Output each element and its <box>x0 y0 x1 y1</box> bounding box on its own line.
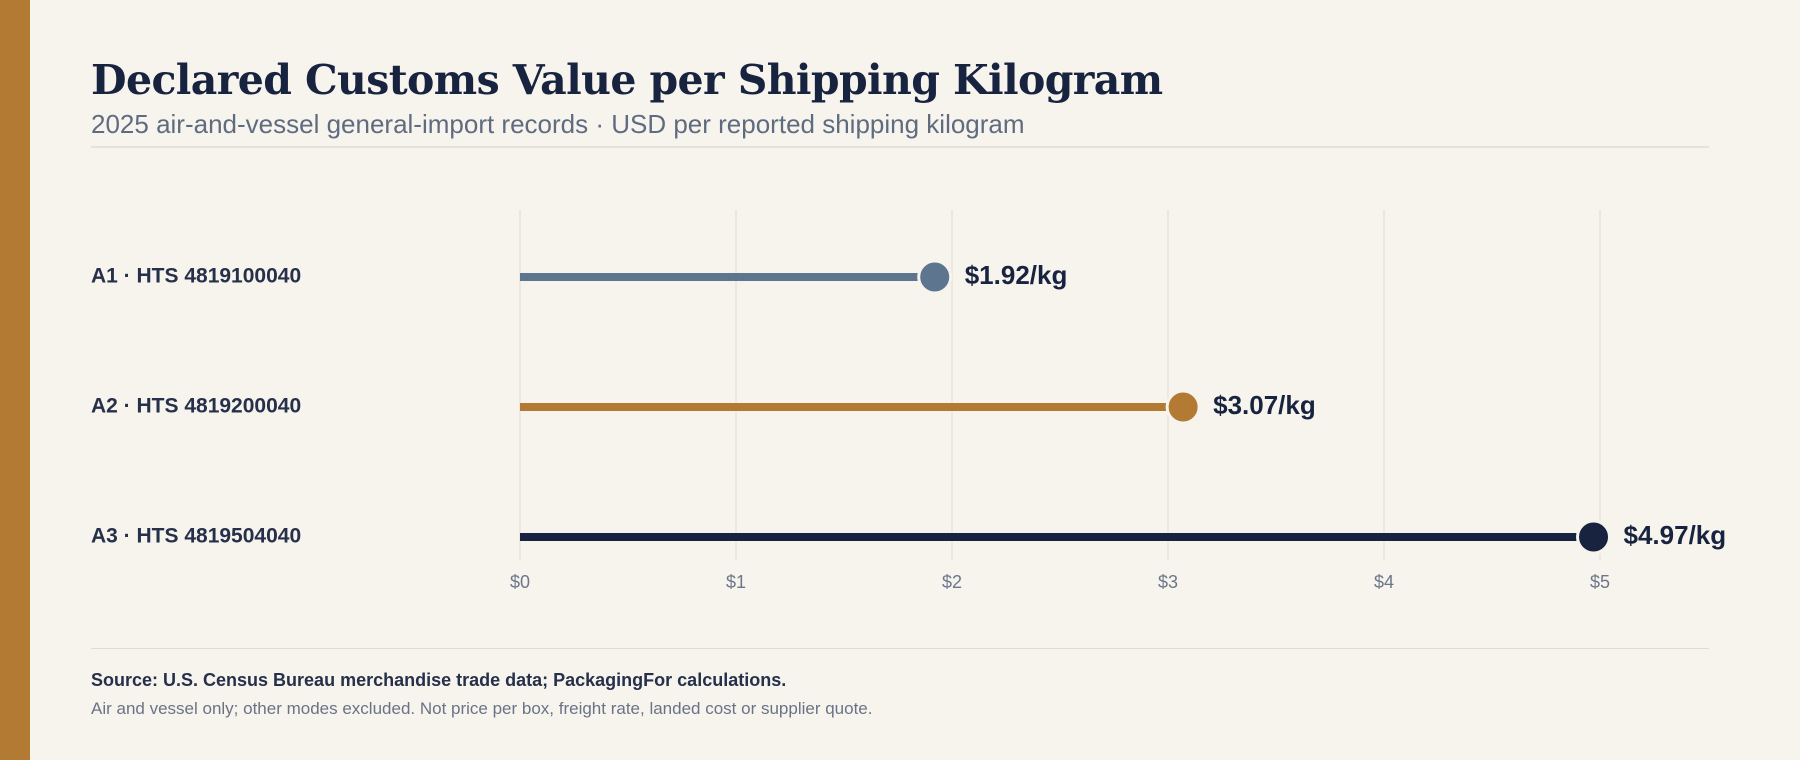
x-tick-label: $2 <box>942 572 962 592</box>
lollipop-dot <box>917 259 953 295</box>
value-label: $1.92/kg <box>965 260 1068 290</box>
chart-header: Declared Customs Value per Shipping Kilo… <box>91 52 1709 140</box>
lollipop-dot <box>1165 389 1201 425</box>
chart-subtitle: 2025 air-and-vessel general-import recor… <box>91 109 1025 139</box>
footer-divider <box>91 648 1709 649</box>
source-note: Source: U.S. Census Bureau merchandise t… <box>91 670 787 690</box>
lollipop-dot <box>1576 519 1612 555</box>
accent-stripe <box>0 0 30 760</box>
header-divider <box>91 146 1709 148</box>
x-tick-label: $3 <box>1158 572 1178 592</box>
value-label: $4.97/kg <box>1624 520 1727 550</box>
category-label: A3 · HTS 4819504040 <box>91 525 301 548</box>
x-tick-label: $5 <box>1590 572 1610 592</box>
category-label: A2 · HTS 4819200040 <box>91 395 301 418</box>
methodology-note: Air and vessel only; other modes exclude… <box>91 699 873 718</box>
category-label: A1 · HTS 4819100040 <box>91 265 301 288</box>
chart-title: Declared Customs Value per Shipping Kilo… <box>91 56 1163 104</box>
x-tick-label: $1 <box>726 572 746 592</box>
chart-footer: Source: U.S. Census Bureau merchandise t… <box>91 668 1709 720</box>
x-tick-label: $4 <box>1374 572 1394 592</box>
value-label: $3.07/kg <box>1213 390 1316 420</box>
x-tick-label: $0 <box>510 572 530 592</box>
